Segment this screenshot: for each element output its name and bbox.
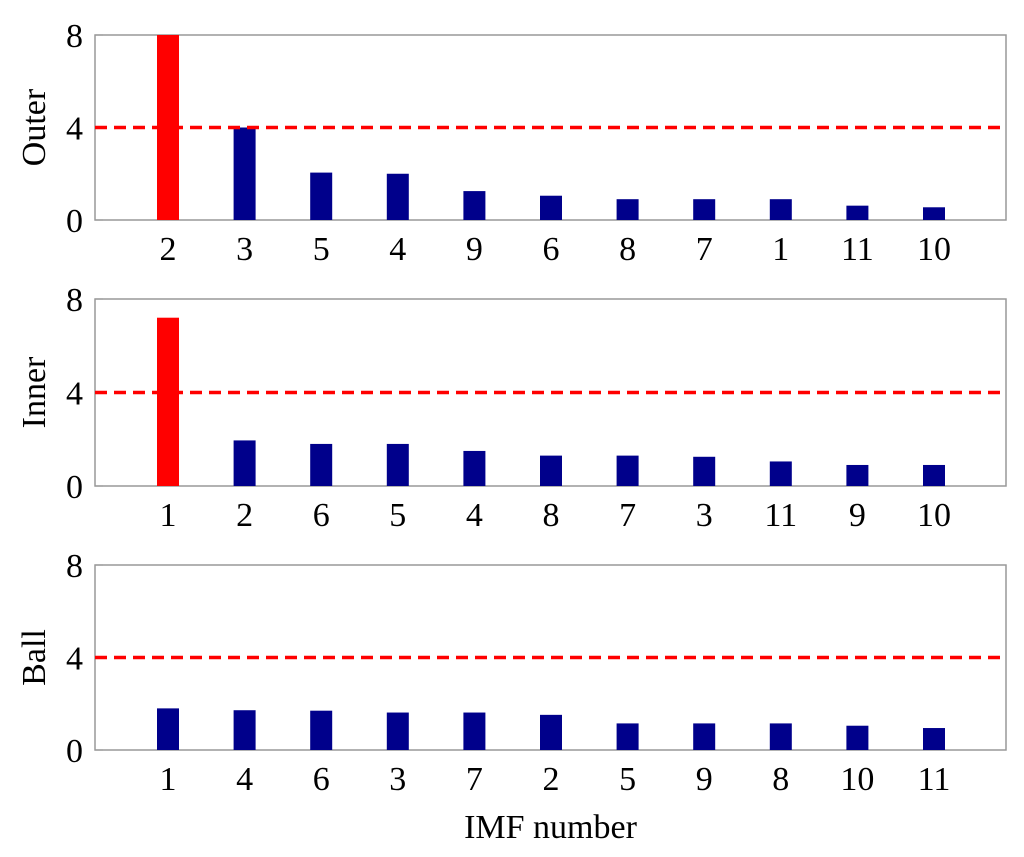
bar (463, 712, 486, 750)
bar (846, 464, 869, 486)
x-tick-label: 4 (466, 497, 483, 534)
y-axis-label: Outer (16, 88, 53, 166)
bar (540, 195, 562, 220)
bar (310, 172, 333, 220)
x-tick-label: 2 (160, 231, 177, 268)
bar (157, 35, 179, 220)
x-tick-label: 6 (313, 497, 330, 534)
x-tick-label: 2 (543, 761, 560, 798)
x-tick-label: 11 (764, 497, 797, 534)
x-tick-label: 1 (160, 761, 177, 798)
x-tick-label: 4 (389, 231, 406, 268)
bar (693, 456, 716, 486)
x-tick-label: 5 (313, 231, 330, 268)
x-tick-label: 3 (236, 231, 253, 268)
bar (769, 723, 792, 750)
x-tick-label: 3 (696, 497, 713, 534)
bar (233, 127, 256, 220)
bar (846, 205, 869, 220)
y-tick-label: 8 (66, 282, 83, 319)
x-tick-label: 4 (236, 761, 253, 798)
bar (923, 728, 945, 750)
x-axis-label: IMF number (464, 809, 638, 846)
x-tick-label: 10 (917, 231, 951, 268)
bar (769, 199, 792, 220)
bar (846, 725, 869, 750)
y-tick-label: 4 (66, 641, 83, 678)
x-tick-label: 5 (619, 761, 636, 798)
x-tick-label: 7 (696, 231, 713, 268)
x-tick-label: 10 (917, 497, 951, 534)
bar (616, 723, 639, 750)
x-tick-label: 8 (619, 231, 636, 268)
y-tick-label: 0 (66, 203, 83, 240)
bar (157, 317, 179, 486)
y-tick-label: 4 (66, 376, 83, 413)
bar (616, 455, 639, 486)
bar (310, 710, 333, 750)
bar (386, 173, 409, 220)
bar (463, 450, 486, 486)
y-tick-label: 8 (66, 18, 83, 55)
bar (233, 440, 256, 486)
bar (616, 199, 639, 220)
y-tick-label: 0 (66, 469, 83, 506)
y-axis-label: Inner (16, 356, 53, 428)
x-tick-label: 8 (543, 497, 560, 534)
x-tick-label: 7 (466, 761, 483, 798)
x-tick-label: 11 (841, 231, 874, 268)
x-tick-label: 5 (389, 497, 406, 534)
bar (233, 710, 256, 750)
bar (386, 443, 409, 486)
bar (540, 714, 562, 750)
x-tick-label: 1 (772, 231, 789, 268)
y-tick-label: 4 (66, 111, 83, 148)
x-tick-label: 6 (313, 761, 330, 798)
x-tick-label: 9 (466, 231, 483, 268)
x-tick-label: 9 (849, 497, 866, 534)
bar (769, 461, 792, 486)
bar (157, 708, 179, 750)
x-tick-label: 11 (918, 761, 951, 798)
x-tick-label: 2 (236, 497, 253, 534)
y-tick-label: 0 (66, 733, 83, 770)
bar (923, 207, 945, 220)
bar (693, 723, 716, 750)
x-tick-label: 8 (772, 761, 789, 798)
x-tick-label: 7 (619, 497, 636, 534)
y-tick-label: 8 (66, 548, 83, 585)
bar (693, 199, 716, 220)
bar (310, 443, 333, 486)
bar (923, 464, 945, 486)
x-tick-label: 3 (389, 761, 406, 798)
x-tick-label: 9 (696, 761, 713, 798)
x-tick-label: 1 (160, 497, 177, 534)
bar (386, 712, 409, 750)
bar (463, 191, 486, 220)
x-tick-label: 10 (840, 761, 874, 798)
x-tick-label: 6 (543, 231, 560, 268)
y-axis-label: Ball (16, 629, 53, 686)
bar (540, 455, 562, 486)
